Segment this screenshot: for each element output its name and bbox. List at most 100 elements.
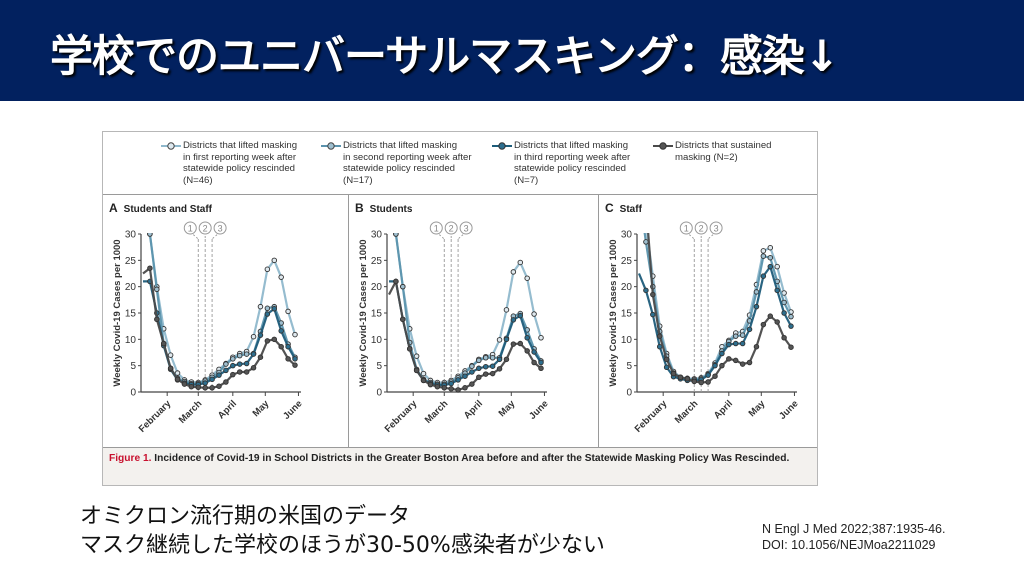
data-point	[174, 376, 181, 383]
x-tick-label: June	[527, 398, 550, 421]
data-point	[732, 357, 739, 364]
data-point	[719, 350, 725, 357]
panel-c: C Staff 0 5 10 15 20 25 30 Weekly Covid-19 Cases…	[599, 195, 817, 447]
panel-title-text: Students and Staff	[123, 204, 213, 215]
data-point	[788, 344, 794, 350]
data-point	[476, 365, 482, 372]
y-tick-label: 20	[371, 282, 383, 293]
chart-panels: A Students and Staff 0 5 10 15 20 25 30 Weekly C…	[103, 195, 817, 447]
data-point	[462, 385, 468, 391]
data-point	[236, 369, 243, 375]
data-point	[719, 362, 725, 369]
data-point	[167, 365, 174, 372]
y-tick-label: 30	[371, 230, 383, 241]
data-point	[250, 351, 257, 357]
data-point	[482, 371, 489, 377]
panel-b: B Students 0 5 10 15 20 25 30 Weekly Covid-19 Ca…	[349, 195, 599, 447]
data-point	[767, 244, 774, 251]
citation: N Engl J Med 2022;387:1935-46. DOI: 10.1…	[762, 521, 945, 553]
data-point	[726, 341, 732, 348]
figure-caption-text: Incidence of Covid-19 in School District…	[151, 453, 790, 464]
data-point	[462, 373, 468, 379]
data-point	[510, 269, 517, 275]
y-tick-label: 20	[125, 282, 137, 293]
data-point	[788, 323, 794, 329]
data-point	[760, 253, 767, 259]
data-point	[670, 370, 677, 377]
policy-marker-label: 1	[434, 224, 439, 234]
data-point	[406, 346, 413, 352]
y-tick-label: 0	[130, 388, 136, 399]
y-axis-label: Weekly Covid-19 Cases per 1000	[112, 239, 123, 386]
data-point	[517, 312, 524, 319]
data-point	[469, 381, 475, 387]
data-point	[503, 356, 510, 363]
data-point	[285, 356, 291, 362]
policy-marker	[679, 221, 693, 235]
x-tick-label: June	[281, 398, 304, 421]
data-point	[482, 363, 489, 370]
data-point	[223, 379, 229, 385]
data-point	[285, 343, 291, 350]
data-point	[400, 283, 406, 290]
x-tick-label: March	[673, 398, 701, 426]
panel-a: A Students and Staff 0 5 10 15 20 25 30 Weekly C…	[103, 195, 349, 447]
data-point	[698, 379, 704, 386]
data-point	[644, 200, 649, 205]
title-bar: 学校でのユニバーサルマスキング：感染↓	[0, 0, 1024, 101]
data-point	[257, 303, 264, 310]
x-tick-label: April	[712, 398, 735, 421]
data-point	[195, 384, 202, 391]
series-group	[142, 233, 298, 391]
data-point	[677, 374, 684, 381]
data-point	[278, 343, 284, 350]
data-point	[243, 360, 250, 367]
data-point	[188, 383, 195, 390]
data-point	[753, 289, 760, 295]
y-tick-label: 25	[125, 256, 137, 267]
policy-marker	[694, 221, 708, 235]
data-point	[767, 254, 774, 261]
legend-label: Districts that lifted masking in third r…	[514, 140, 631, 186]
data-point	[413, 367, 420, 374]
data-point	[202, 380, 208, 386]
x-tick-label: May	[251, 398, 272, 419]
policy-marker	[198, 221, 212, 235]
data-point	[774, 263, 780, 270]
policy-marker-label: 1	[188, 224, 193, 234]
data-point	[643, 239, 649, 245]
data-point	[209, 385, 215, 391]
data-point	[524, 335, 530, 341]
data-point	[147, 233, 153, 237]
data-point	[271, 257, 278, 264]
legend-marker-lifted-week2	[321, 142, 341, 150]
data-point	[489, 370, 496, 377]
data-point	[753, 303, 760, 310]
y-tick-label: 5	[376, 361, 382, 372]
legend-item-lifted-week2: Districts that lifted masking in second …	[321, 140, 472, 186]
data-point	[489, 363, 496, 369]
data-point	[476, 374, 482, 381]
data-point	[663, 364, 670, 370]
data-point	[216, 383, 222, 389]
data-point	[510, 341, 517, 347]
data-point	[420, 377, 427, 384]
data-point	[510, 317, 517, 323]
policy-marker	[444, 221, 458, 235]
data-point	[739, 361, 746, 367]
panel-title-text: Staff	[619, 204, 642, 215]
data-point	[753, 343, 760, 350]
legend-label: Districts that sustained masking (N=2)	[675, 140, 772, 163]
data-point	[257, 332, 264, 338]
data-point	[230, 362, 236, 369]
data-point	[476, 357, 482, 364]
data-point	[420, 370, 427, 377]
data-point	[788, 313, 794, 320]
data-point	[781, 310, 787, 316]
data-point	[767, 313, 774, 319]
y-tick-label: 5	[626, 361, 632, 372]
x-tick-label: May	[497, 398, 518, 419]
x-tick-label: February	[137, 398, 174, 435]
slide-body: オミクロン流行期の米国のデータ マスク継続した学校のほうが30-50%感染者が少…	[80, 502, 605, 560]
data-point	[726, 356, 732, 362]
